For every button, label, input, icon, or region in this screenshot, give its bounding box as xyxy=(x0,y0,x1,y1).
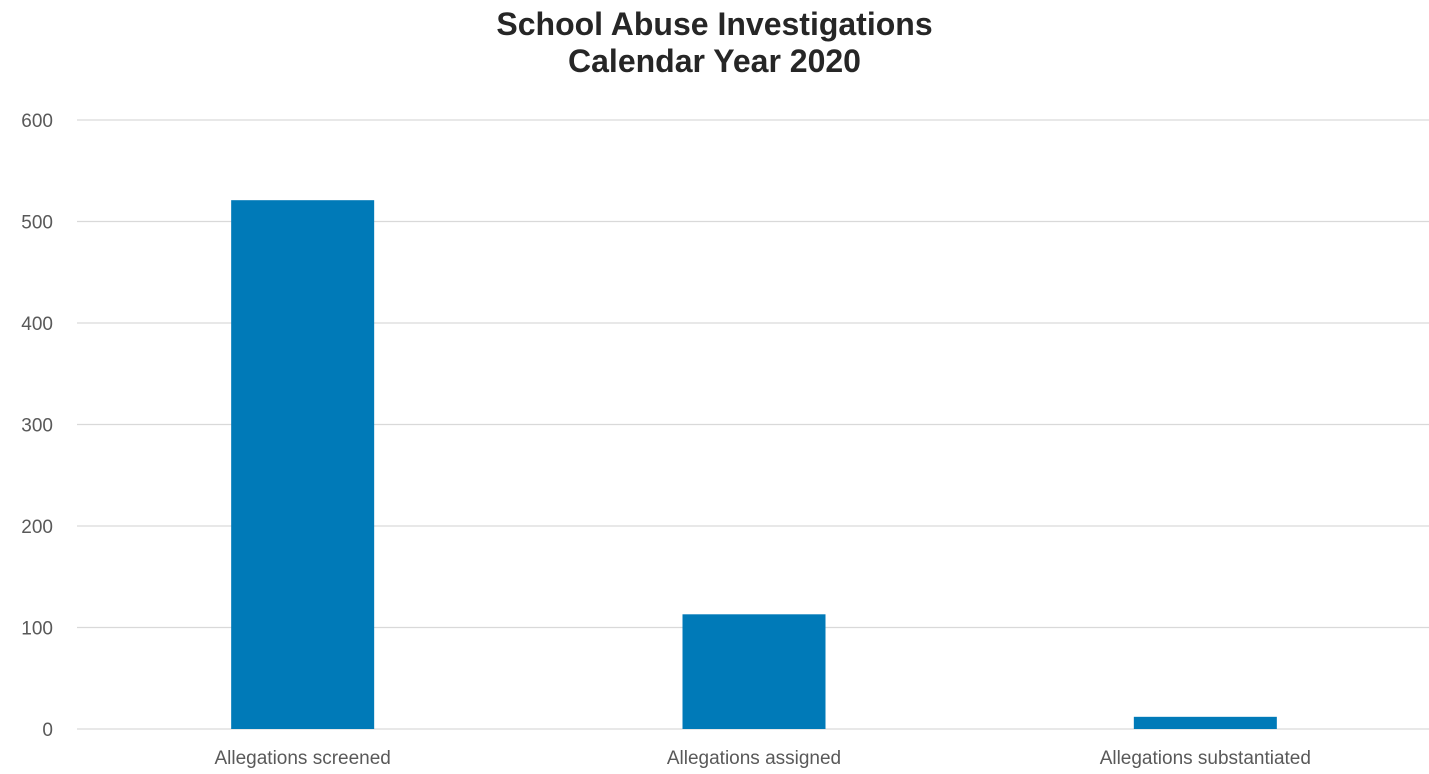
y-tick-label-300: 300 xyxy=(21,416,53,437)
bar-allegations-screened xyxy=(231,200,375,729)
x-category-label-allegations-substantiated: Allegations substantiated xyxy=(1100,748,1311,769)
x-category-label-allegations-assigned: Allegations assigned xyxy=(667,748,841,769)
y-axis-tick-labels: 0 100 200 300 400 500 600 xyxy=(21,111,53,741)
y-tick-label-600: 600 xyxy=(21,111,53,132)
chart-title: School Abuse Investigations Calendar Yea… xyxy=(0,6,1429,80)
bars xyxy=(231,200,1277,729)
bar-allegations-substantiated xyxy=(1133,716,1277,729)
y-tick-label-100: 100 xyxy=(21,619,53,640)
x-axis-category-labels: Allegations screened Allegations assigned… xyxy=(214,748,1310,769)
y-tick-label-0: 0 xyxy=(42,720,53,741)
x-category-label-allegations-screened: Allegations screened xyxy=(214,748,390,769)
chart-title-line-1: School Abuse Investigations xyxy=(496,6,933,42)
y-tick-label-400: 400 xyxy=(21,314,53,335)
y-tick-label-200: 200 xyxy=(21,517,53,538)
chart-title-line-2: Calendar Year 2020 xyxy=(568,43,861,79)
y-tick-label-500: 500 xyxy=(21,213,53,234)
bar-allegations-assigned xyxy=(682,614,826,729)
